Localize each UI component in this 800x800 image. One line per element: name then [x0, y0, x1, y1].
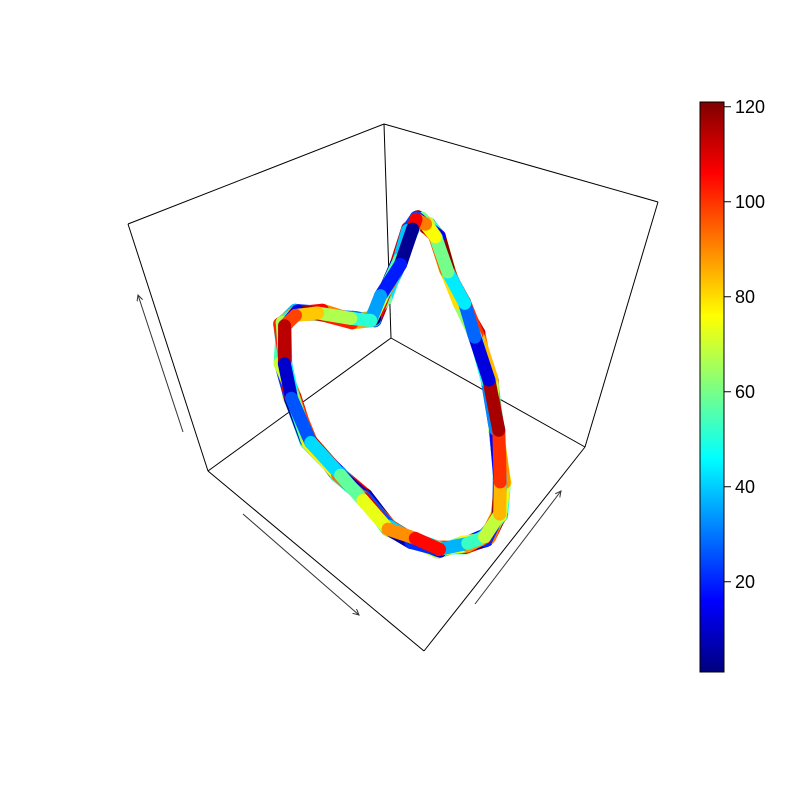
path-segment: [304, 436, 348, 482]
colorbar: 20 40 60 80 100 120: [699, 97, 765, 673]
plot-box: [127, 123, 659, 652]
box-edge: [127, 123, 385, 225]
box-edge: [207, 470, 425, 652]
path-segment: [285, 391, 318, 449]
path-segment: [482, 373, 506, 437]
path-segment: [468, 330, 496, 387]
colorbar-tick-label: 120: [735, 97, 765, 117]
box-edge: [423, 446, 586, 652]
path-segment: [408, 531, 447, 556]
box-edge: [383, 123, 659, 203]
colorbar-tick-label: 100: [735, 192, 765, 212]
data-path: [273, 210, 512, 559]
box-edge: [127, 223, 209, 472]
y-axis-arrow: [474, 491, 561, 605]
colorbar-tick-label: 80: [735, 287, 755, 307]
z-axis-arrow: [138, 295, 184, 433]
x-axis-arrow: [242, 513, 359, 615]
path-segment: [492, 423, 507, 489]
box-edge: [584, 201, 659, 448]
axis-arrows: [138, 295, 561, 615]
colorbar-gradient: [699, 101, 725, 673]
colorbar-tick-label: 40: [735, 477, 755, 497]
colorbar-ticks: 20 40 60 80 100 120: [724, 97, 765, 592]
colorbar-tick-label: 60: [735, 382, 755, 402]
colorbar-tick-label: 20: [735, 572, 755, 592]
